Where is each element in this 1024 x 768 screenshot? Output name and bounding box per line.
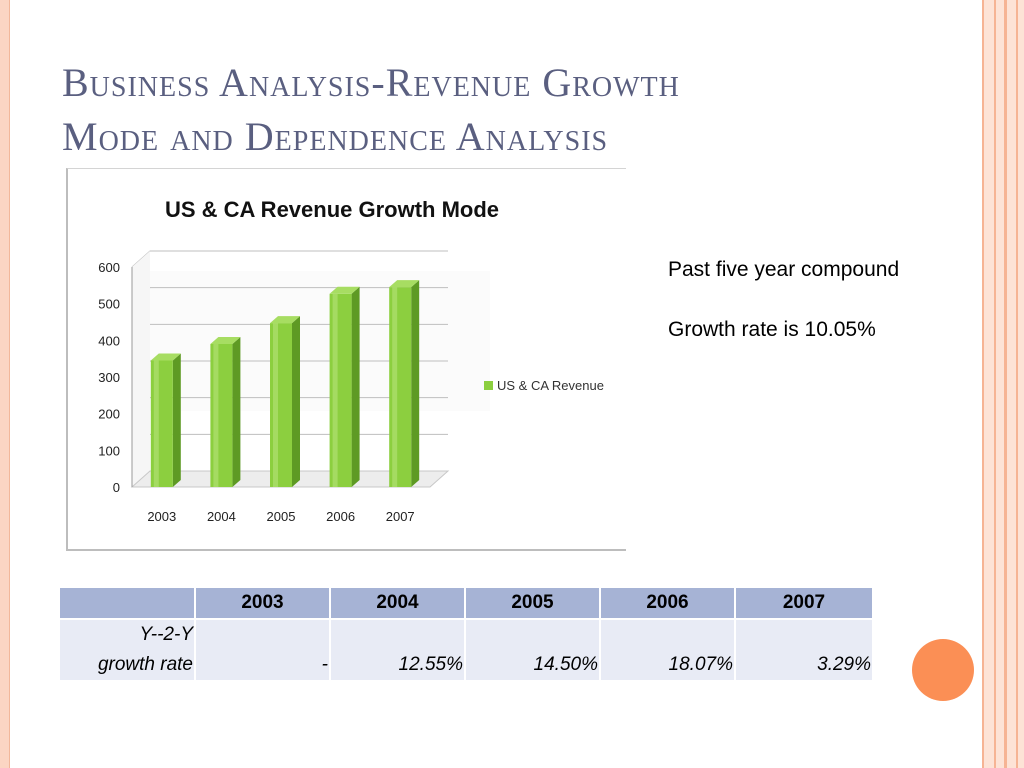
- chart-y-ticks: 0 100 200 300 400 500 600: [98, 260, 120, 495]
- table-header-cell: [60, 588, 195, 619]
- table-cell: 18.07%: [599, 618, 735, 680]
- table-header-cell: 2007: [734, 588, 872, 619]
- y-tick-label: 400: [98, 333, 120, 348]
- chart-bar: [210, 337, 241, 487]
- legend-label: US & CA Revenue: [497, 378, 604, 393]
- chart-wall-back: [150, 271, 490, 411]
- decorative-circle: [912, 639, 974, 701]
- y-tick-label: 300: [98, 370, 120, 385]
- chart-bar: [389, 280, 420, 487]
- chart-title: US & CA Revenue Growth Mode: [165, 197, 499, 222]
- table-header-cell: 2004: [329, 588, 465, 619]
- row-label-line-1: Y--2-Y: [139, 624, 193, 645]
- chart-bar: [150, 353, 181, 487]
- y-tick-label: 200: [98, 407, 120, 422]
- x-tick-label: 2004: [207, 509, 236, 524]
- chart-gridline: [131, 250, 448, 268]
- chart-bar: [270, 316, 300, 487]
- table-header-cell: 2005: [464, 588, 600, 619]
- table-header-cell: 2003: [194, 588, 330, 619]
- x-tick-label: 2007: [386, 509, 415, 524]
- table-cell: 14.50%: [464, 618, 600, 680]
- y-tick-label: 100: [98, 443, 120, 458]
- table-cell: -: [194, 618, 330, 680]
- compound-growth-note-line-2: Growth rate is 10.05%: [668, 318, 876, 341]
- slide-title-line-1: Business Analysis-Revenue Growth: [62, 60, 680, 105]
- table-cell: 3.29%: [734, 618, 872, 680]
- table-cell: 12.55%: [329, 618, 465, 680]
- slide-title-line-2: Mode and Dependence Analysis: [62, 114, 609, 159]
- table-header-row: 2003 2004 2005 2006 2007: [60, 588, 872, 619]
- table-row: Y--2-Y growth rate - 12.55% 14.50% 18.07…: [60, 618, 872, 680]
- chart-x-ticks: 2003 2004 2005 2006 2007: [147, 509, 414, 524]
- x-tick-label: 2006: [326, 509, 355, 524]
- compound-growth-note-line-1: Past five year compound: [668, 258, 900, 281]
- revenue-chart-svg: 0 100 200 300 400 500 600 2003 2004 2005 2006 2007…: [98, 197, 604, 524]
- x-tick-label: 2005: [267, 509, 296, 524]
- right-stripe-decoration: [978, 0, 1024, 768]
- chart-side-wall: [132, 251, 150, 487]
- chart-bar: [329, 286, 360, 487]
- left-border-decoration: [0, 0, 10, 768]
- revenue-chart: 0 100 200 300 400 500 600 2003 2004 2005 2006 2007…: [66, 168, 626, 551]
- chart-bars: [150, 280, 420, 487]
- y-tick-label: 500: [98, 297, 120, 312]
- legend-swatch: [484, 381, 493, 390]
- y-tick-label: 0: [113, 480, 120, 495]
- y-tick-label: 600: [98, 260, 120, 275]
- table-header-cell: 2006: [599, 588, 735, 619]
- slide-title: Business Analysis-Revenue Growth Mode an…: [62, 56, 942, 164]
- x-tick-label: 2003: [147, 509, 176, 524]
- growth-rate-table: 2003 2004 2005 2006 2007 Y--2-Y growth r…: [60, 588, 872, 680]
- row-label-line-2: growth rate: [97, 654, 193, 675]
- row-label-cell: Y--2-Y growth rate: [60, 618, 195, 680]
